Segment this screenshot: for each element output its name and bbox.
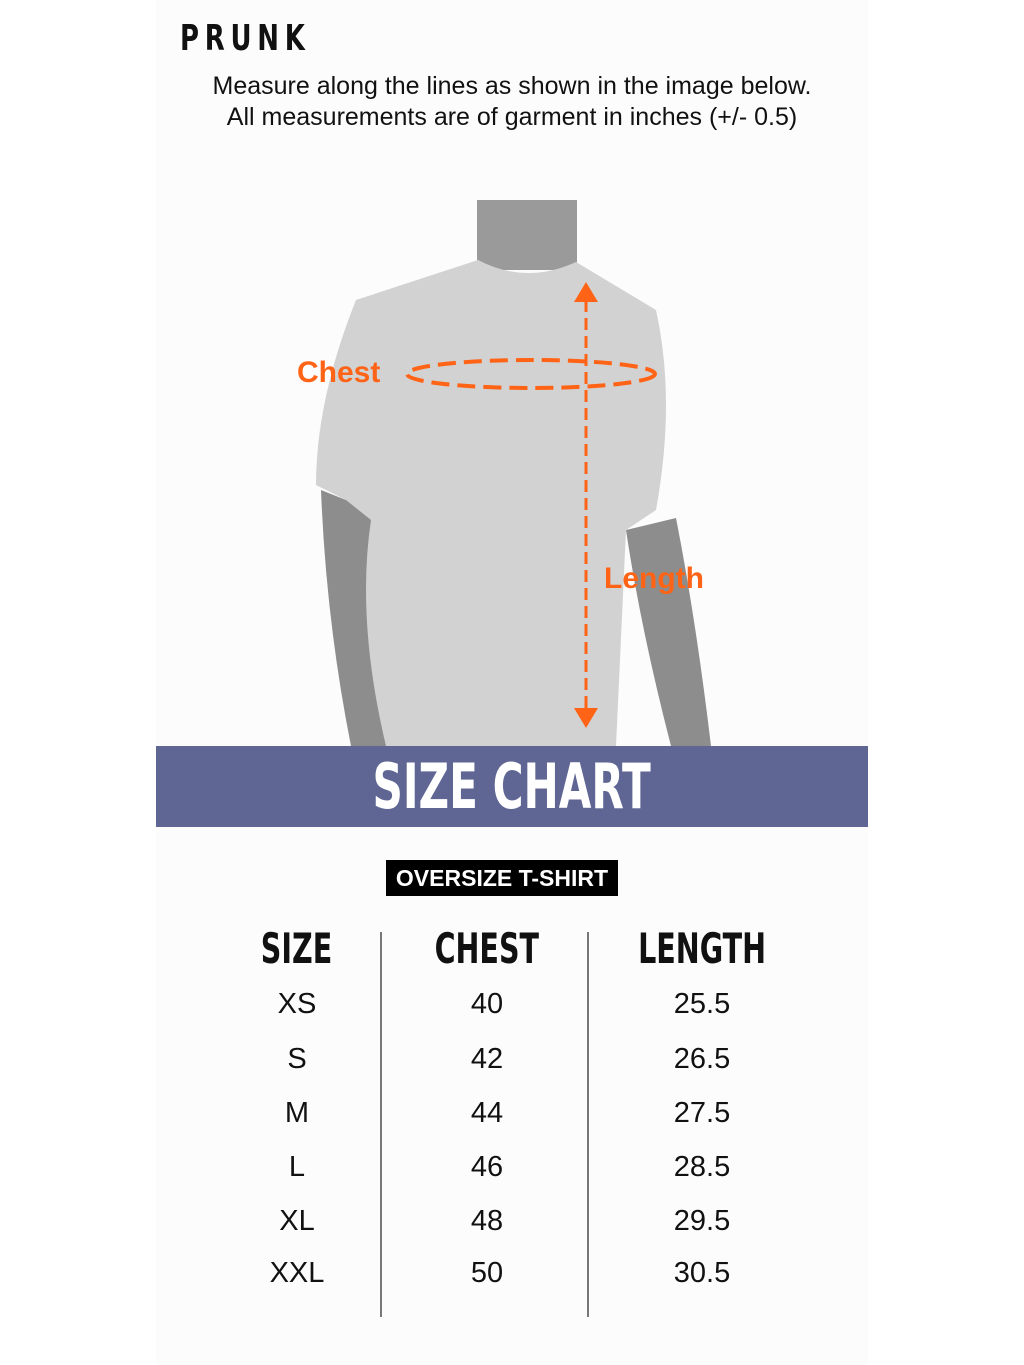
table-cell: 42	[470, 1043, 504, 1075]
product-tag: OVERSIZE T-SHIRT	[386, 860, 618, 896]
header-size: SIZE	[261, 924, 333, 973]
size-chart-banner: SIZE CHART	[156, 746, 868, 827]
table-cell: XS	[277, 988, 317, 1020]
brand-logo: PRUNK	[180, 18, 311, 59]
neck	[477, 200, 577, 270]
table-cell: L	[288, 1151, 306, 1183]
table-cell: 46	[470, 1151, 504, 1183]
table-cell: 44	[470, 1097, 504, 1129]
table-cell: 40	[470, 988, 504, 1020]
instruction-line-2: All measurements are of garment in inche…	[226, 103, 798, 131]
chest-label: Chest	[297, 356, 381, 389]
table-cell: M	[284, 1097, 310, 1129]
left-arm	[626, 518, 711, 746]
arrow-up-icon	[574, 282, 598, 302]
table-cell: 50	[470, 1257, 504, 1289]
chest-measure-line	[405, 358, 657, 390]
arrow-down-icon	[574, 708, 598, 728]
table-cell: 28.5	[673, 1151, 731, 1183]
column-divider	[587, 932, 589, 1317]
instruction-line-1: Measure along the lines as shown in the …	[212, 72, 812, 100]
column-divider	[380, 932, 382, 1317]
table-cell: XL	[279, 1205, 315, 1237]
table-cell: 30.5	[673, 1257, 731, 1289]
table-cell: 25.5	[673, 988, 731, 1020]
model-tshirt-photo	[316, 200, 711, 746]
length-label: Length	[604, 562, 704, 595]
table-cell: 27.5	[673, 1097, 731, 1129]
header-chest: CHEST	[434, 924, 540, 973]
right-arm	[321, 490, 386, 746]
table-cell: S	[287, 1043, 307, 1075]
table-cell: XXL	[269, 1257, 325, 1289]
header-length: LENGTH	[638, 924, 766, 973]
table-cell: 29.5	[673, 1205, 731, 1237]
banner-title: SIZE CHART	[372, 750, 652, 823]
table-cell: 26.5	[673, 1043, 731, 1075]
tshirt	[316, 260, 666, 746]
table-cell: 48	[470, 1205, 504, 1237]
